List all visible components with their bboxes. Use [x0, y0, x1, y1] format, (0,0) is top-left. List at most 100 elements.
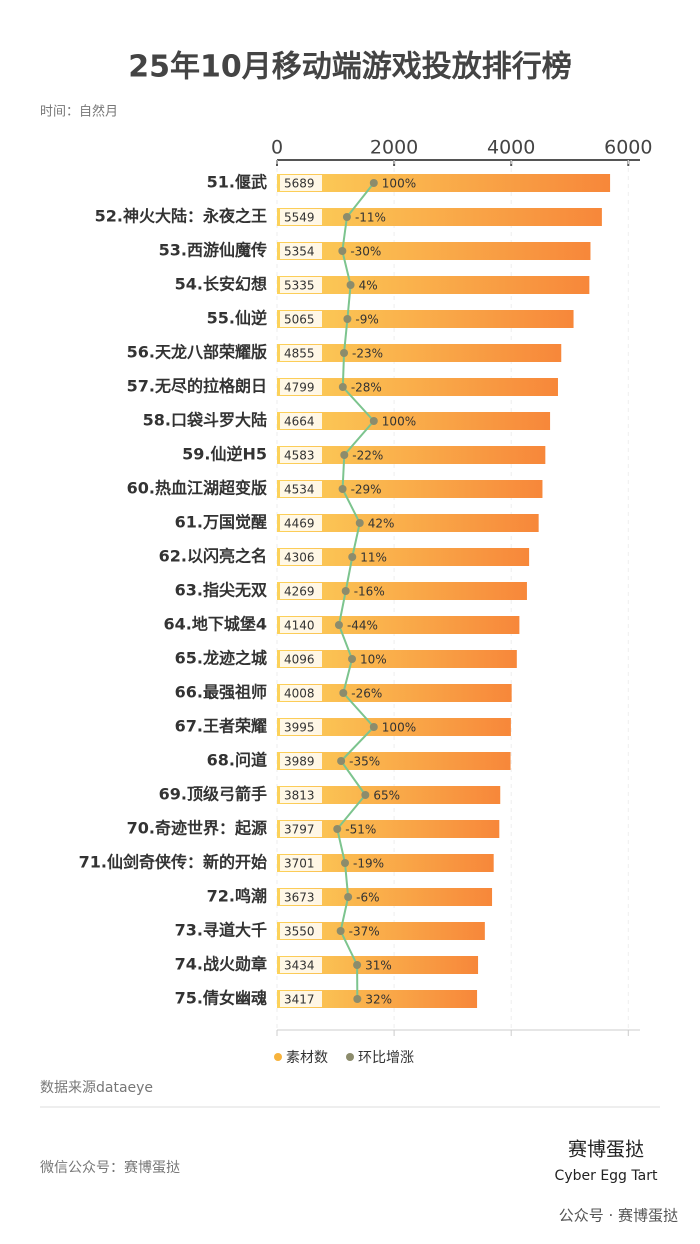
value-label-bg [280, 889, 322, 905]
y-tick-label: 59.仙逆H5 [182, 445, 267, 464]
value-label: 3995 [284, 721, 315, 735]
value-label-bg [280, 923, 322, 939]
point [353, 961, 362, 969]
y-tick-label: 65.龙迹之城 [175, 649, 267, 668]
chart-title: 25年10月移动端游戏投放排行榜 [128, 50, 572, 85]
value-label: -19% [353, 857, 384, 871]
bar [277, 208, 602, 226]
x-tick-label: 6000 [604, 137, 652, 159]
value-label: -44% [347, 619, 378, 633]
value-label: 4% [359, 279, 378, 293]
footer: 微信公众号：赛博蛋挞 [40, 1159, 180, 1176]
value-label-bg [280, 651, 322, 667]
bar [277, 956, 479, 974]
point [341, 587, 350, 595]
value-label: 5549 [284, 211, 315, 225]
bar [277, 990, 478, 1008]
bar [277, 548, 530, 566]
value-label: -22% [352, 449, 383, 463]
value-label-bg [280, 583, 322, 599]
value-label-bg [280, 549, 322, 565]
value-label-bg [280, 821, 322, 837]
bar [277, 786, 501, 804]
point [338, 247, 347, 255]
y-tick-label: 64.地下城堡4 [164, 615, 267, 634]
value-label: 4469 [284, 517, 315, 531]
value-label-bg [280, 311, 322, 327]
value-label: 4799 [284, 381, 315, 395]
point [344, 893, 353, 901]
point [353, 995, 362, 1003]
point [339, 689, 348, 697]
legend-marker [274, 1053, 282, 1061]
y-tick-label: 62.以闪亮之名 [159, 547, 267, 566]
y-tick-label: 55.仙逆 [207, 309, 267, 328]
y-tick-label: 63.指尖无双 [175, 581, 267, 600]
value-label: 3797 [284, 823, 315, 837]
value-label: 4855 [284, 347, 315, 361]
value-label: -28% [351, 381, 382, 395]
value-label-bg [280, 175, 322, 191]
y-tick-label: 67.王者荣耀 [175, 717, 267, 736]
value-label-bg [280, 991, 322, 1007]
value-label: 42% [368, 517, 395, 531]
y-tick-label: 73.寻道大千 [175, 921, 267, 940]
value-label: 4008 [284, 687, 315, 701]
y-tick-label: 61.万国觉醒 [175, 513, 267, 532]
value-label-bg [280, 855, 322, 871]
bar [277, 854, 494, 872]
value-label: -11% [355, 211, 386, 225]
value-label: 5354 [284, 245, 315, 259]
point [355, 519, 364, 527]
y-tick-label: 53.西游仙魔传 [159, 241, 267, 260]
bar [277, 174, 611, 192]
bar [277, 718, 511, 736]
point [343, 315, 352, 323]
value-label: 3550 [284, 925, 315, 939]
logo-en: Cyber Egg Tart [555, 1168, 658, 1184]
value-label-bg [280, 345, 322, 361]
y-tick-label: 75.倩女幽魂 [175, 989, 267, 1008]
value-label-bg [280, 413, 322, 429]
logo: 赛博蛋挞 [568, 1139, 644, 1161]
value-label: -30% [350, 245, 381, 259]
bar [277, 752, 511, 770]
point [361, 791, 370, 799]
bar [277, 514, 539, 532]
x-tick-label: 2000 [370, 137, 418, 159]
y-tick-label: 56.天龙八部荣耀版 [127, 343, 267, 362]
value-label: 31% [365, 959, 392, 973]
point [340, 349, 349, 357]
value-label: 5689 [284, 177, 315, 191]
y-tick-label: 66.最强祖师 [175, 683, 267, 702]
legend-label: 素材数 [286, 1050, 328, 1066]
value-label: 4534 [284, 483, 315, 497]
value-label: 5065 [284, 313, 315, 327]
point [348, 553, 357, 561]
value-label-bg [280, 481, 322, 497]
value-label: -29% [351, 483, 382, 497]
value-label: -37% [349, 925, 380, 939]
y-tick-label: 52.神火大陆：永夜之王 [95, 207, 267, 226]
point [369, 179, 378, 187]
bar [277, 582, 527, 600]
point [348, 655, 357, 663]
y-tick-label: 54.长安幻想 [175, 275, 267, 294]
bar [277, 616, 520, 634]
value-label: 3813 [284, 789, 315, 803]
value-label-bg [280, 243, 322, 259]
value-label-bg [280, 617, 322, 633]
value-label: 4306 [284, 551, 315, 565]
legend-marker [346, 1053, 354, 1061]
value-label: 32% [365, 993, 392, 1007]
value-label-bg [280, 787, 322, 803]
y-tick-label: 57.无尽的拉格朗日 [127, 377, 267, 396]
bar [277, 276, 590, 294]
point [369, 723, 378, 731]
value-label: -23% [352, 347, 383, 361]
y-tick-label: 68.问道 [207, 751, 267, 770]
value-label: 4269 [284, 585, 315, 599]
value-label: -26% [351, 687, 382, 701]
